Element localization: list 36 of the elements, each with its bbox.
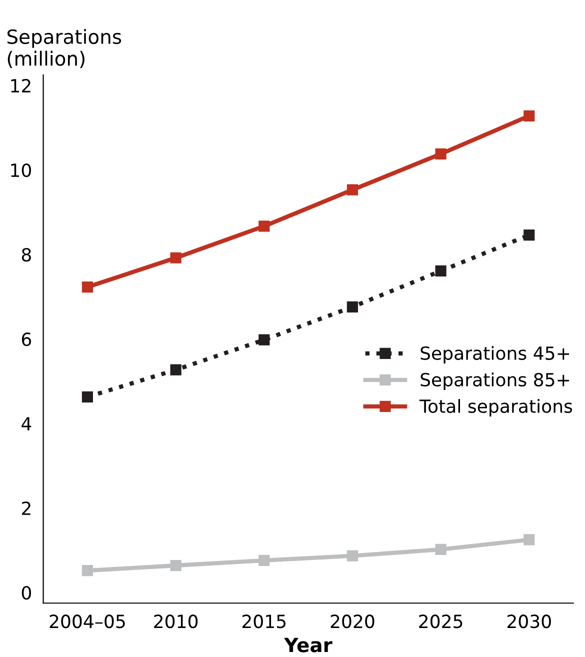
point (258, 334, 270, 346)
x-tick-label: 2030 (507, 614, 551, 628)
legend-label: Separations 45+ (420, 346, 570, 364)
point (170, 560, 182, 572)
point (435, 265, 446, 277)
point (170, 364, 182, 376)
point (524, 230, 535, 241)
point (258, 220, 270, 232)
y-tick-label: 6 (22, 332, 32, 346)
point (258, 554, 270, 566)
point (82, 281, 94, 293)
point (346, 184, 358, 196)
x-tick-label: 2025 (419, 614, 462, 628)
point (524, 110, 535, 122)
point (82, 565, 94, 576)
y-tick-label: 12 (11, 78, 30, 92)
point (170, 252, 182, 264)
y-tick-label: 10 (11, 163, 31, 178)
x-tick-label: 2004–05 (50, 614, 125, 628)
y-tick-label: 2 (22, 502, 30, 515)
y-axis-title: Separations (million) (7, 29, 122, 68)
x-tick-label: 2020 (330, 614, 374, 628)
x-tick-label: 2010 (154, 614, 198, 628)
legend-label: Total separations (419, 399, 572, 417)
y-tick-label: 4 (22, 417, 32, 430)
y-tick-label: 8 (22, 248, 31, 262)
point (346, 550, 358, 562)
point (435, 544, 446, 556)
point (524, 534, 535, 546)
y-tick-label: 0 (22, 586, 31, 600)
point (435, 148, 446, 160)
x-tick-label: 2015 (242, 614, 286, 628)
x-axis-title: Year (284, 638, 332, 652)
point (346, 301, 358, 312)
point (82, 391, 94, 402)
legend-label: Separations 85+ (420, 372, 570, 390)
